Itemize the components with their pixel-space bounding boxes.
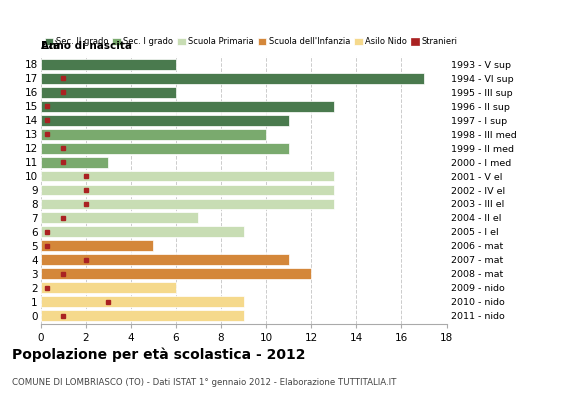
- Bar: [41, 240, 153, 251]
- Text: Età: Età: [41, 41, 60, 51]
- Bar: [41, 282, 176, 293]
- Bar: [41, 268, 311, 279]
- Bar: [41, 101, 334, 112]
- Bar: [41, 129, 266, 140]
- Bar: [41, 115, 289, 126]
- Bar: [41, 87, 176, 98]
- Bar: [41, 157, 108, 168]
- Bar: [41, 143, 289, 154]
- Bar: [41, 170, 334, 182]
- Bar: [41, 212, 198, 223]
- Bar: [41, 296, 244, 307]
- Text: COMUNE DI LOMBRIASCO (TO) - Dati ISTAT 1° gennaio 2012 - Elaborazione TUTTITALIA: COMUNE DI LOMBRIASCO (TO) - Dati ISTAT 1…: [12, 378, 396, 387]
- Bar: [41, 254, 289, 265]
- Text: Popolazione per età scolastica - 2012: Popolazione per età scolastica - 2012: [12, 348, 305, 362]
- Bar: [41, 73, 424, 84]
- Bar: [41, 226, 244, 237]
- Text: Anno di nascita: Anno di nascita: [41, 41, 132, 51]
- Legend: Sec. II grado, Sec. I grado, Scuola Primaria, Scuola dell'Infanzia, Asilo Nido, : Sec. II grado, Sec. I grado, Scuola Prim…: [45, 38, 458, 46]
- Bar: [41, 198, 334, 210]
- Bar: [41, 310, 244, 321]
- Bar: [41, 184, 334, 196]
- Bar: [41, 59, 176, 70]
